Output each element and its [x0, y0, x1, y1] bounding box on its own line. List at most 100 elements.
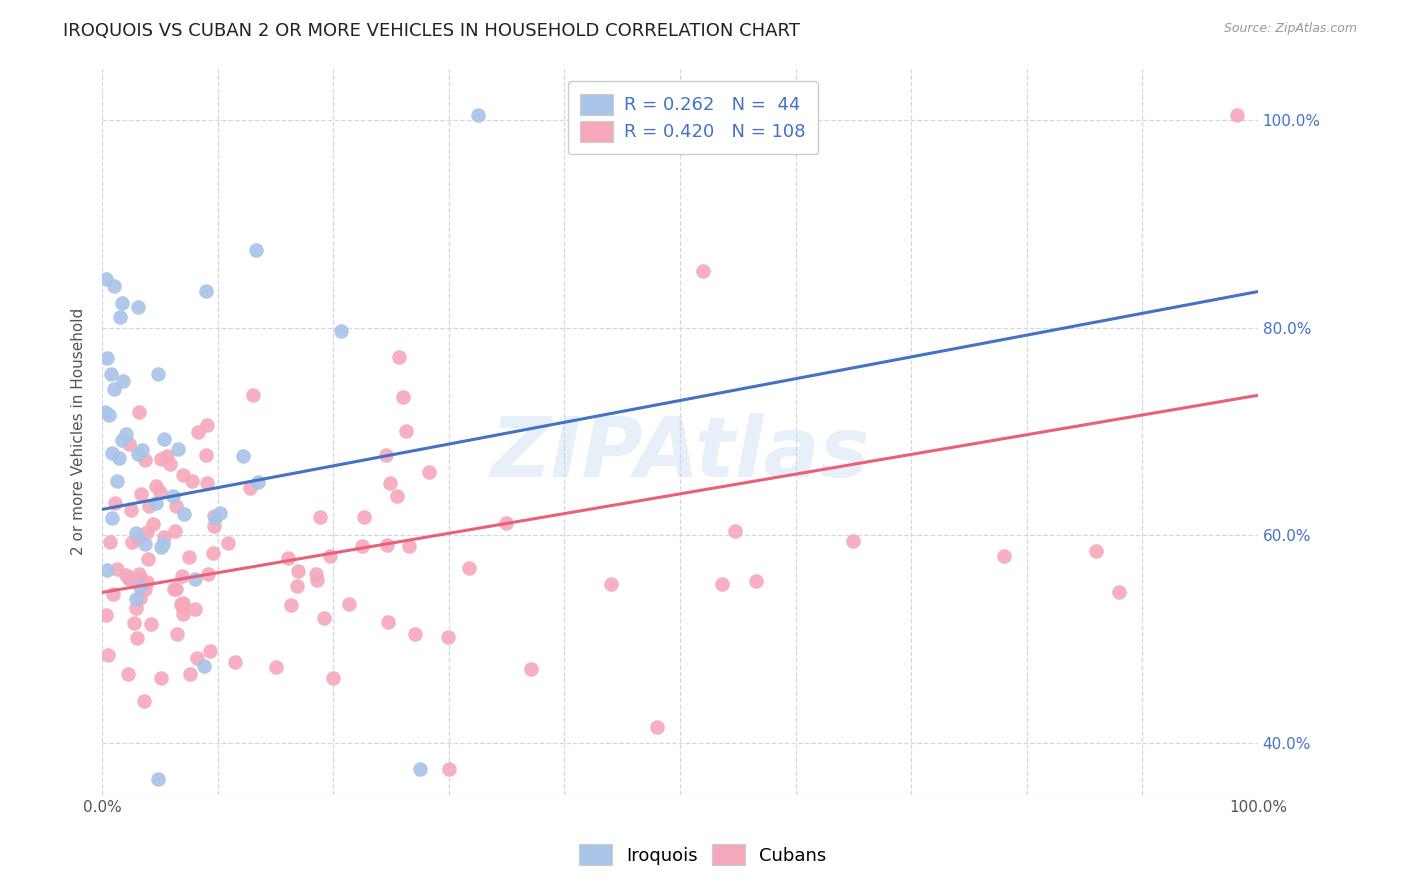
Point	[197, 567, 219, 582]
Point	[309, 509, 332, 524]
Point	[134, 693, 156, 707]
Point	[202, 519, 225, 533]
Point	[120, 503, 142, 517]
Point	[467, 108, 489, 122]
Point	[179, 667, 201, 681]
Point	[193, 658, 215, 673]
Point	[319, 549, 342, 563]
Point	[128, 566, 150, 581]
Point	[224, 656, 246, 670]
Point	[337, 597, 360, 611]
Point	[277, 550, 299, 565]
Point	[387, 489, 409, 503]
Y-axis label: 2 or more Vehicles in Household: 2 or more Vehicles in Household	[72, 308, 86, 555]
Point	[105, 562, 128, 576]
Point	[150, 540, 173, 554]
Point	[409, 762, 432, 776]
Point	[418, 465, 440, 479]
Point	[138, 551, 160, 566]
Point	[131, 572, 153, 586]
Point	[350, 539, 373, 553]
Point	[134, 452, 156, 467]
Point	[149, 484, 172, 499]
Point	[139, 617, 162, 632]
Point	[101, 446, 124, 460]
Point	[127, 531, 149, 545]
Point	[152, 432, 174, 446]
Point	[101, 510, 124, 524]
Point	[312, 611, 335, 625]
Point	[115, 568, 138, 582]
Point	[745, 574, 768, 588]
Point	[134, 537, 156, 551]
Point	[202, 546, 225, 560]
Point	[111, 295, 134, 310]
Point	[122, 616, 145, 631]
Point	[136, 524, 159, 539]
Point	[163, 582, 186, 596]
Point	[209, 506, 232, 520]
Point	[150, 671, 173, 685]
Point	[118, 571, 141, 585]
Point	[129, 591, 152, 605]
Point	[305, 573, 328, 587]
Text: ZIPAtlas: ZIPAtlas	[491, 413, 870, 494]
Point	[111, 374, 134, 388]
Point	[194, 448, 217, 462]
Point	[118, 437, 141, 451]
Point	[245, 243, 267, 257]
Point	[152, 537, 174, 551]
Point	[96, 351, 118, 366]
Point	[96, 272, 118, 286]
Point	[181, 474, 204, 488]
Point	[280, 598, 302, 612]
Point	[103, 279, 125, 293]
Point	[437, 631, 460, 645]
Point	[187, 425, 209, 440]
Point	[103, 382, 125, 396]
Point	[167, 442, 190, 457]
Point	[96, 648, 118, 663]
Point	[165, 524, 187, 538]
Point	[305, 567, 328, 582]
Point	[198, 644, 221, 658]
Point	[177, 549, 200, 564]
Point	[457, 561, 479, 575]
Point	[166, 627, 188, 641]
Point	[388, 351, 411, 365]
Text: Source: ZipAtlas.com: Source: ZipAtlas.com	[1223, 22, 1357, 36]
Legend: R = 0.262   N =  44, R = 0.420   N = 108: R = 0.262 N = 44, R = 0.420 N = 108	[568, 81, 818, 154]
Point	[398, 539, 420, 553]
Point	[146, 772, 169, 786]
Point	[165, 582, 187, 596]
Point	[165, 500, 187, 514]
Point	[108, 450, 131, 465]
Point	[710, 577, 733, 591]
Point	[125, 525, 148, 540]
Point	[117, 667, 139, 681]
Point	[128, 405, 150, 419]
Point	[128, 581, 150, 595]
Point	[100, 535, 122, 549]
Point	[172, 467, 194, 482]
Point	[98, 408, 121, 422]
Point	[105, 474, 128, 488]
Point	[172, 569, 194, 583]
Point	[645, 720, 668, 734]
Point	[1108, 585, 1130, 599]
Point	[134, 582, 156, 596]
Point	[692, 264, 714, 278]
Point	[404, 627, 426, 641]
Point	[159, 457, 181, 471]
Point	[1226, 108, 1249, 122]
Point	[183, 602, 205, 616]
Point	[495, 516, 517, 531]
Point	[127, 447, 149, 461]
Point	[125, 601, 148, 615]
Point	[153, 530, 176, 544]
Point	[330, 324, 353, 338]
Point	[195, 476, 218, 491]
Point	[108, 310, 131, 325]
Point	[195, 417, 218, 432]
Point	[135, 574, 157, 589]
